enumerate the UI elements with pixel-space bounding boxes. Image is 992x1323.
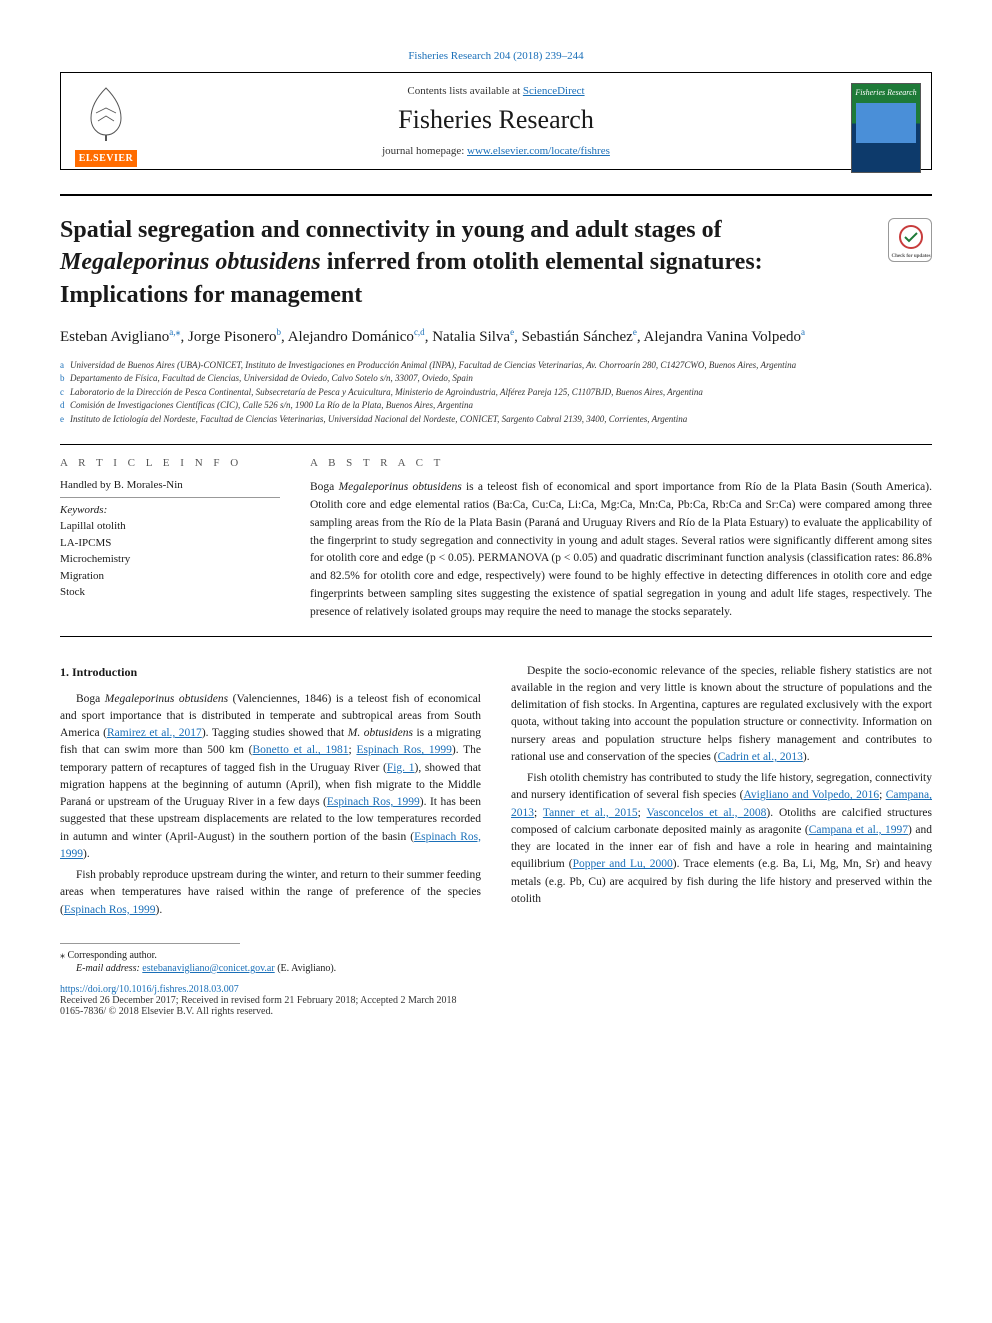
body-paragraph: Fish otolith chemistry has contributed t… (511, 770, 932, 908)
contents-line: Contents lists available at ScienceDirec… (151, 85, 841, 97)
homepage-link[interactable]: www.elsevier.com/locate/fishres (467, 145, 610, 157)
author: Jorge Pisonerob (188, 329, 281, 345)
figure-link[interactable]: Fig. 1 (387, 762, 415, 774)
author-list: Esteban Aviglianoa,⁎, Jorge Pisonerob, A… (60, 325, 932, 349)
keyword: Stock (60, 584, 280, 601)
cover-image (856, 103, 916, 143)
body-paragraph: Boga Megaleporinus obtusidens (Valencien… (60, 691, 481, 864)
publisher-header: ELSEVIER Fisheries Research Contents lis… (60, 72, 932, 170)
citation-link[interactable]: Cadrin et al., 2013 (718, 751, 803, 763)
article-title: Spatial segregation and connectivity in … (60, 214, 932, 311)
abstract-column: A B S T R A C T Boga Megaleporinus obtus… (310, 457, 932, 622)
citation-link[interactable]: Espinach Ros, 1999 (327, 796, 420, 808)
citation-link[interactable]: Ramirez et al., 2017 (107, 727, 202, 739)
footnote-rule (60, 943, 240, 944)
cover-title: Fisheries Research (852, 84, 920, 101)
body-paragraph: Despite the socio-economic relevance of … (511, 663, 932, 767)
abstract-heading: A B S T R A C T (310, 457, 932, 469)
info-rule-top (60, 444, 932, 445)
received-dates: Received 26 December 2017; Received in r… (60, 995, 932, 1006)
author: Alejandra Vanina Volpedoa (644, 329, 805, 345)
journal-title: Fisheries Research (151, 105, 841, 135)
author: Natalia Silvae (432, 329, 514, 345)
affiliation-row: dComisión de Investigaciones Científicas… (60, 399, 932, 413)
journal-cover-thumbnail[interactable]: Fisheries Research (851, 83, 921, 173)
keyword: Migration (60, 568, 280, 585)
affiliation-row: eInstituto de Ictiología del Nordeste, F… (60, 413, 932, 427)
body-column-right: Despite the socio-economic relevance of … (511, 663, 932, 923)
header-rule (60, 194, 932, 196)
elsevier-wordmark: ELSEVIER (75, 150, 138, 167)
affiliation-row: aUniversidad de Buenos Aires (UBA)-CONIC… (60, 359, 932, 373)
article-info-column: A R T I C L E I N F O Handled by B. Mora… (60, 457, 280, 622)
citation-link[interactable]: Campana et al., 1997 (809, 824, 908, 836)
doi-link[interactable]: https://doi.org/10.1016/j.fishres.2018.0… (60, 984, 932, 995)
citation-link[interactable]: Bonetto et al., 1981 (253, 744, 349, 756)
body-paragraph: Fish probably reproduce upstream during … (60, 867, 481, 919)
abstract-text: Boga Megaleporinus obtusidens is a teleo… (310, 479, 932, 622)
section-heading: 1. Introduction (60, 663, 481, 681)
check-updates-badge[interactable]: Check for updates (888, 218, 932, 262)
corresponding-author-note: ⁎ Corresponding author. (60, 950, 932, 961)
email-line: E-mail address: estebanavigliano@conicet… (60, 963, 932, 974)
svg-text:Check for updates: Check for updates (891, 254, 930, 259)
affiliations: aUniversidad de Buenos Aires (UBA)-CONIC… (60, 359, 932, 427)
page-header-citation[interactable]: Fisheries Research 204 (2018) 239–244 (60, 50, 932, 62)
sciencedirect-link[interactable]: ScienceDirect (523, 85, 585, 97)
citation-link[interactable]: Avigliano and Volpedo, 2016 (743, 789, 879, 801)
author: Sebastián Sáncheze (522, 329, 637, 345)
article-info-heading: A R T I C L E I N F O (60, 457, 280, 469)
keywords-label: Keywords: (60, 504, 280, 516)
affiliation-row: cLaboratorio de la Dirección de Pesca Co… (60, 386, 932, 400)
info-rule-bottom (60, 636, 932, 637)
body-column-left: 1. Introduction Boga Megaleporinus obtus… (60, 663, 481, 923)
citation-link[interactable]: Espinach Ros, 1999 (356, 744, 451, 756)
citation-link[interactable]: Popper and Lu, 2000 (573, 858, 673, 870)
citation-link[interactable]: Espinach Ros, 1999 (64, 904, 156, 916)
citation-link[interactable]: Vasconcelos et al., 2008 (647, 807, 767, 819)
author: Alejandro Dománicoc,d (288, 329, 425, 345)
author: Esteban Aviglianoa,⁎ (60, 329, 181, 345)
affiliation-row: bDepartamento de Física, Facultad de Cie… (60, 372, 932, 386)
copyright-line: 0165-7836/ © 2018 Elsevier B.V. All righ… (60, 1006, 932, 1017)
elsevier-tree-icon (76, 83, 136, 143)
keyword: Microchemistry (60, 551, 280, 568)
keyword: LA-IPCMS (60, 535, 280, 552)
email-link[interactable]: estebanavigliano@conicet.gov.ar (142, 963, 274, 974)
elsevier-logo-block[interactable]: ELSEVIER (71, 83, 141, 167)
handled-by: Handled by B. Morales-Nin (60, 479, 280, 498)
homepage-line: journal homepage: www.elsevier.com/locat… (151, 145, 841, 157)
keywords-list: Lapillal otolith LA-IPCMS Microchemistry… (60, 518, 280, 601)
citation-link[interactable]: Tanner et al., 2015 (543, 807, 638, 819)
keyword: Lapillal otolith (60, 518, 280, 535)
